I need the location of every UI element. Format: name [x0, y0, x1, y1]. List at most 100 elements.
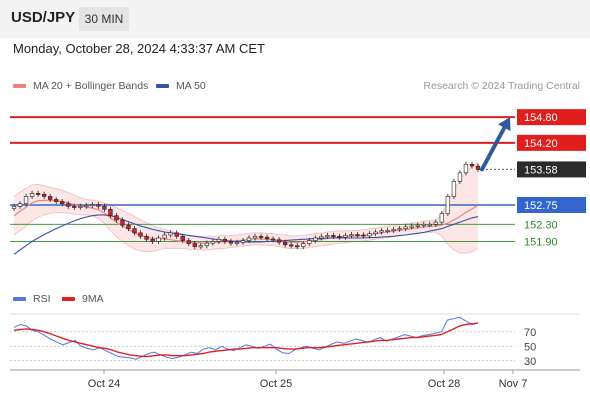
- candle-body: [156, 237, 161, 242]
- candle-body: [367, 233, 372, 237]
- target-arrow-head: [498, 117, 511, 132]
- candle-body: [289, 244, 294, 247]
- timeframe-button[interactable]: 30 MIN: [79, 7, 129, 31]
- report-datetime: Monday, October 28, 2024 4:33:37 AM CET: [13, 41, 265, 56]
- candle-body: [403, 226, 408, 229]
- candle-body: [144, 235, 149, 240]
- candle-body: [120, 219, 125, 226]
- candle-body: [47, 196, 53, 200]
- candle-body: [114, 215, 119, 221]
- candle-body: [343, 235, 348, 238]
- legend-ma50: MA 50: [156, 80, 206, 92]
- candle-body: [331, 235, 336, 237]
- candle-body: [66, 203, 71, 207]
- candle-body: [23, 196, 29, 205]
- candle-body: [96, 204, 101, 207]
- candle-body: [373, 231, 378, 235]
- candle-body: [349, 234, 354, 237]
- ma50-line: [13, 214, 479, 255]
- candle-body: [463, 163, 469, 174]
- candle-body: [60, 201, 65, 205]
- candle-body: [210, 241, 216, 244]
- legend-9ma: 9MA: [62, 293, 104, 305]
- candle-body: [29, 193, 35, 197]
- 9ma-swatch: [62, 297, 75, 302]
- candle-body: [204, 242, 209, 247]
- rsi-series-rsi: [13, 316, 479, 360]
- candle-body: [433, 221, 438, 225]
- candle-body: [174, 232, 179, 237]
- ma20-line: [13, 199, 479, 244]
- ma20-swatch: [13, 84, 26, 89]
- ma50-legend-label: MA 50: [176, 80, 206, 92]
- candle-body: [397, 228, 402, 231]
- candle-body: [385, 229, 390, 232]
- x-tick-label-2: Oct 28: [428, 378, 460, 390]
- candle-body: [168, 232, 173, 236]
- rsi-tick-30: 30: [524, 356, 536, 368]
- level-label-154.80: 154.80: [524, 112, 558, 124]
- candle-body: [276, 239, 282, 243]
- candle-body: [138, 232, 143, 237]
- candle-body: [180, 235, 185, 241]
- current-price-label: 153.58: [524, 164, 558, 176]
- candle-body: [102, 205, 107, 210]
- level-tag-154.20: [517, 134, 586, 151]
- candle-body: [469, 163, 475, 167]
- level-label-152.30: 152.30: [524, 219, 558, 231]
- candle-body: [295, 245, 300, 248]
- rsi-swatch: [13, 297, 26, 302]
- candle-body: [337, 235, 342, 238]
- candle-body: [35, 193, 41, 195]
- legend-ma20: MA 20 + Bollinger Bands: [13, 80, 148, 92]
- moving-averages: [13, 199, 479, 255]
- candle-body: [264, 236, 270, 240]
- candle-body: [409, 225, 414, 228]
- candlesticks: [11, 161, 481, 250]
- candle-body: [391, 229, 396, 231]
- level-label-152.75: 152.75: [524, 200, 558, 212]
- candle-body: [228, 241, 234, 244]
- symbol-label: USD/JPY: [11, 9, 76, 26]
- rsi-panel: 70 50 30: [10, 316, 536, 368]
- candle-body: [451, 181, 457, 197]
- x-tick-label-3: Nov 7: [499, 378, 528, 390]
- candle-body: [270, 238, 276, 241]
- candle-body: [41, 193, 47, 197]
- candle-body: [240, 240, 246, 243]
- candle-body: [126, 224, 131, 229]
- rsi-legend-label: RSI: [33, 293, 51, 305]
- candle-body: [216, 238, 222, 242]
- top-bar: USD/JPY 30 MIN: [0, 0, 590, 38]
- candle-body: [415, 224, 420, 227]
- candle-body: [90, 204, 95, 207]
- 9ma-legend-label: 9MA: [82, 293, 104, 305]
- candle-body: [475, 165, 481, 170]
- level-tag-152.75: [517, 197, 586, 213]
- candle-body: [108, 208, 113, 217]
- candle-body: [72, 205, 77, 208]
- candle-body: [54, 199, 59, 202]
- target-arrow-shaft: [480, 125, 507, 172]
- candle-body: [427, 223, 432, 226]
- candle-body: [421, 223, 426, 226]
- level-label-154.20: 154.20: [524, 138, 558, 150]
- price-levels: 154.80 154.20 152.75 152.30 151.90 153.58: [10, 109, 586, 248]
- candle-body: [355, 234, 360, 237]
- ma20-legend-label: MA 20 + Bollinger Bands: [33, 80, 149, 92]
- credit-text: Research © 2024 Trading Central: [423, 80, 580, 92]
- candle-body: [192, 243, 197, 247]
- candle-body: [313, 237, 318, 241]
- level-tag-154.80: [517, 109, 586, 126]
- x-axis: Oct 24 Oct 25 Oct 28 Nov 7: [88, 370, 528, 390]
- level-label-151.90: 151.90: [524, 236, 558, 248]
- candle-body: [252, 235, 258, 239]
- candle-body: [325, 235, 330, 237]
- candle-body: [307, 240, 312, 244]
- candle-body: [222, 238, 228, 242]
- candle-body: [361, 234, 366, 237]
- candle-body: [84, 205, 89, 207]
- candle-body: [17, 203, 23, 207]
- rsi-tick-70: 70: [524, 327, 536, 339]
